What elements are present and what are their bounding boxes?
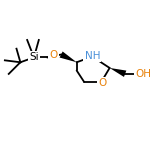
Text: NH: NH bbox=[85, 51, 100, 61]
Polygon shape bbox=[110, 68, 126, 77]
Polygon shape bbox=[60, 52, 77, 62]
Text: Si: Si bbox=[29, 52, 39, 62]
Text: O: O bbox=[49, 50, 57, 60]
Text: O: O bbox=[98, 78, 106, 88]
Text: OH: OH bbox=[136, 69, 152, 79]
